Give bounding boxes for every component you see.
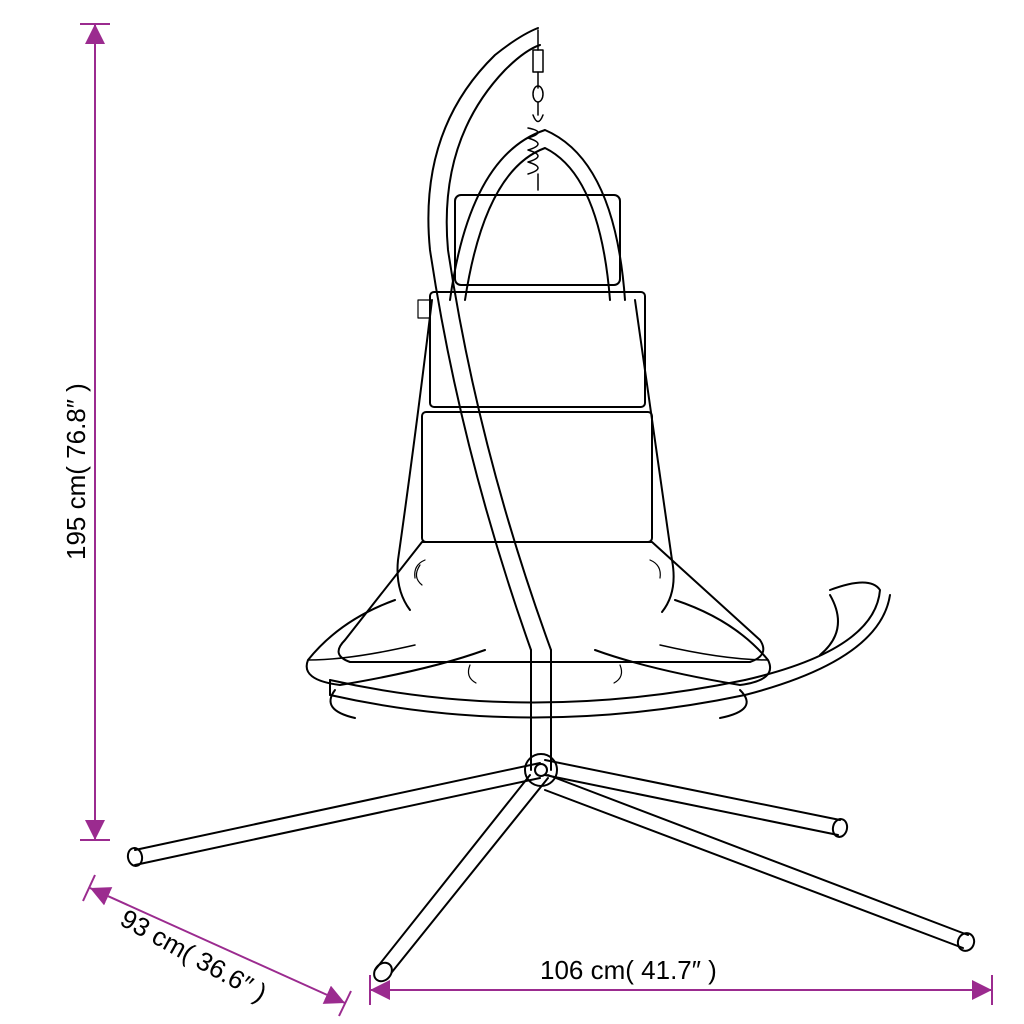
chair-drawing xyxy=(126,28,976,985)
product-dimension-diagram xyxy=(0,0,1024,1024)
dimension-width-label: 106 cm( 41.7″ ) xyxy=(540,955,717,986)
dimension-depth xyxy=(83,875,351,1016)
dimension-height-label: 195 cm( 76.8″ ) xyxy=(61,383,92,560)
